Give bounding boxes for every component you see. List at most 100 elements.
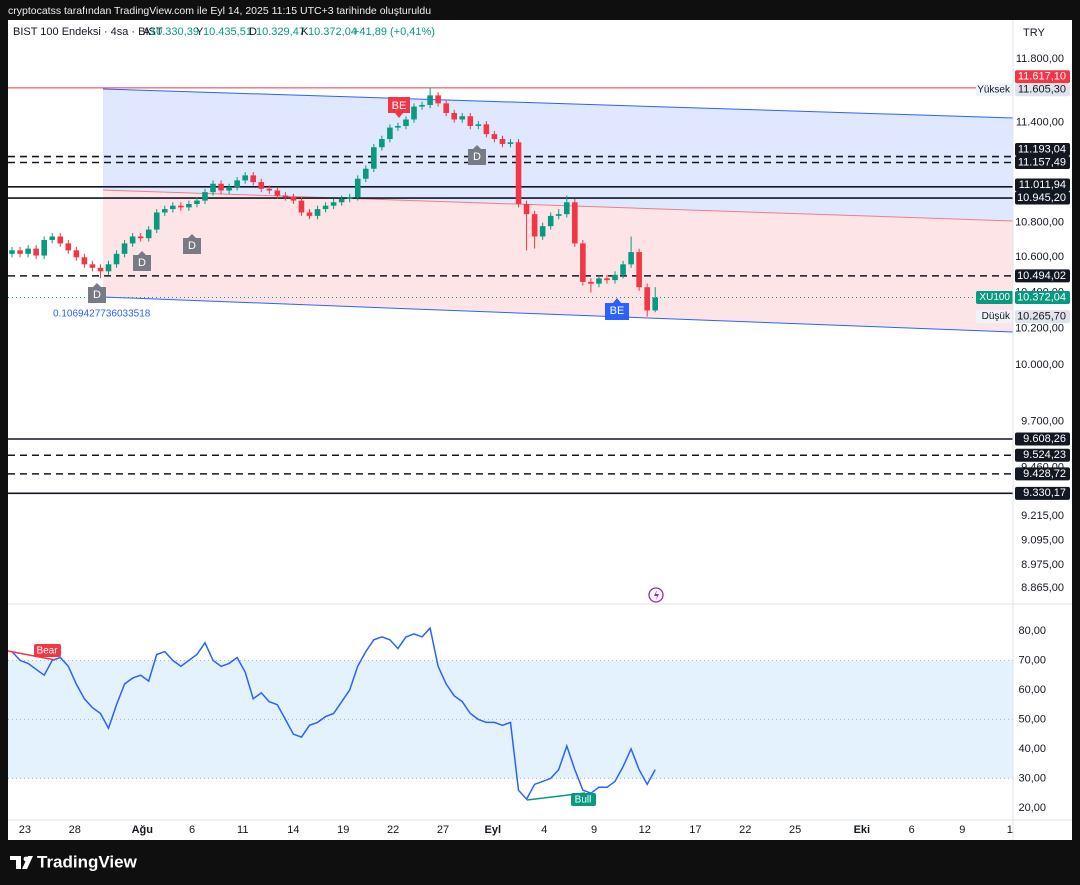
d-label-box <box>133 251 151 271</box>
candle-body <box>81 257 88 265</box>
ohlc-value: 10.329,47 <box>256 26 305 38</box>
candle-body <box>338 198 345 203</box>
bear-label: Bear <box>36 646 58 657</box>
candle-body <box>202 192 208 201</box>
price-badge <box>1015 486 1070 500</box>
candle-body <box>210 183 216 193</box>
candle-body <box>371 147 377 169</box>
ohlc-value: 10.330,39 <box>150 26 199 38</box>
candle-body <box>129 236 136 244</box>
candle-body <box>451 113 458 120</box>
price-axis: 11.800,00 11.400,00 10.800,00 10.600,00 10.4… <box>1015 53 1064 594</box>
x-tick-label: 6 <box>909 824 915 836</box>
price-badge <box>1015 83 1070 97</box>
marker-name-box <box>976 83 1013 97</box>
candle-body <box>411 106 417 120</box>
x-tick-label: 9 <box>959 824 965 836</box>
candle-body <box>121 243 128 254</box>
candle-body <box>379 139 385 148</box>
rsi-tick-label: 40,00 <box>1018 743 1046 755</box>
candle-body <box>354 178 361 198</box>
candle-body <box>628 252 634 265</box>
channel-lower-fill <box>103 190 1013 332</box>
bear-box <box>34 644 61 657</box>
price-badge <box>1015 432 1070 446</box>
symbol-title: BIST 100 Endeksi · 4sa · BIST <box>13 26 163 38</box>
brand: TradingView <box>37 852 138 871</box>
candle-body <box>282 195 289 198</box>
candle-body <box>467 116 474 126</box>
x-tick-label: 6 <box>189 824 195 836</box>
candle-body <box>17 250 23 254</box>
x-tick-label: 28 <box>69 824 81 836</box>
rsi-tick-label: 80,00 <box>1018 625 1046 637</box>
rsi-tick-label: 60,00 <box>1018 684 1046 696</box>
candle-body <box>572 202 578 244</box>
price-badge <box>1015 448 1070 462</box>
candle-body <box>65 243 72 251</box>
ohlc-key: D <box>249 26 257 38</box>
price-badge-label: 9.330,17 <box>1023 487 1066 499</box>
candle-body <box>596 278 602 284</box>
candle-body <box>523 203 530 215</box>
rsi-pane: 80,00 70,00 60,00 50,00 40,00 30,00 20,00 <box>8 625 1046 814</box>
d-label: D <box>138 257 146 269</box>
price-badge-label: 11.605,30 <box>1018 84 1066 96</box>
candle-body <box>250 175 257 183</box>
candle-body <box>258 182 265 189</box>
candle-body <box>41 239 47 256</box>
currency: TRY <box>1023 27 1045 39</box>
divergence-labels: Bear Bull <box>7 644 596 806</box>
candle-body <box>588 281 594 284</box>
price-lines <box>8 87 1013 495</box>
y-tick-label: 9.095,00 <box>1021 534 1064 546</box>
candle-body <box>652 297 659 311</box>
candle-body <box>547 215 554 227</box>
candle-body <box>483 124 490 135</box>
d-label: D <box>473 151 481 163</box>
rsi-band <box>8 660 1013 779</box>
candle-body <box>298 200 305 213</box>
candle-body <box>49 236 56 240</box>
rsi-line <box>11 626 656 801</box>
price-badge-label: 9.608,26 <box>1023 433 1066 445</box>
candle-body <box>322 205 329 210</box>
candle-body <box>435 95 441 104</box>
price-badge-label: 10.494,02 <box>1017 270 1066 282</box>
d-label: D <box>93 289 101 301</box>
d-label-box <box>88 283 106 303</box>
price-badge <box>1015 155 1070 169</box>
candle-body <box>563 202 570 215</box>
ohlc-key: A <box>143 26 151 38</box>
y-tick-label: 8.975,00 <box>1021 559 1064 571</box>
fib-level: 0.1069427736033518 <box>53 309 151 320</box>
price-badge-label: 10.945,20 <box>1017 192 1066 204</box>
candle-body <box>636 252 642 288</box>
price-badge-label: 11.617,10 <box>1018 71 1066 83</box>
candle-body <box>105 264 112 272</box>
candle-body <box>555 214 562 216</box>
candle-body <box>507 142 514 144</box>
price-badge-label: 11.157,49 <box>1018 156 1066 168</box>
x-tick-label: 22 <box>387 824 399 836</box>
candle-body <box>419 104 425 107</box>
candle-body <box>499 139 506 144</box>
y-tick-label: 9.700,00 <box>1021 415 1064 427</box>
price-badge <box>1015 142 1070 156</box>
be-label: BE <box>392 100 407 112</box>
candle-body <box>170 205 176 210</box>
price-badge-label: 9.524,23 <box>1023 449 1066 461</box>
y-tick-label: 10.800,00 <box>1015 217 1064 229</box>
y-tick-label: 10.200,00 <box>1015 322 1064 334</box>
candle-body <box>443 103 449 114</box>
channel-mid <box>102 189 1014 222</box>
candle-body <box>242 175 248 181</box>
price-badge-label: 11.193,04 <box>1018 143 1066 155</box>
bull-box <box>571 793 596 806</box>
candle-body <box>226 187 232 191</box>
candle-body <box>97 267 104 272</box>
candle-body <box>33 248 39 256</box>
